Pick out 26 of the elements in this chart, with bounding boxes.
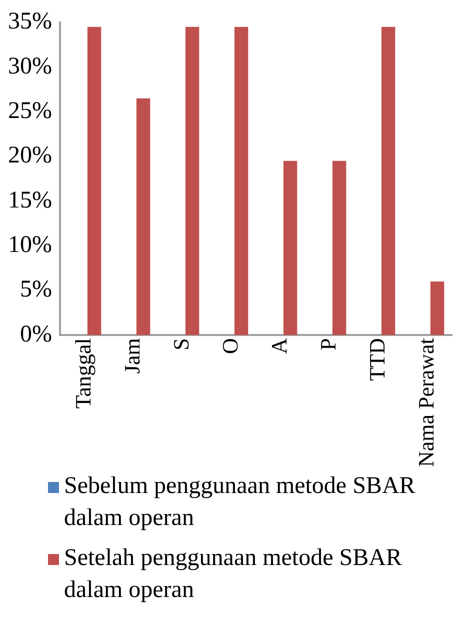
x-tick-label: S: [168, 338, 194, 350]
bar: [87, 26, 102, 336]
x-tick-label: P: [315, 338, 340, 350]
bar: [283, 160, 298, 336]
bar: [185, 26, 200, 336]
bar: [332, 160, 346, 336]
bar: [234, 26, 248, 336]
x-tick-label: Jam: [119, 338, 144, 374]
x-tick-label: Tanggal: [70, 338, 96, 409]
x-tick-label: O: [217, 338, 242, 354]
x-tick-label: Nama Perawat: [413, 338, 438, 468]
x-tick-label: A: [266, 338, 292, 354]
bar: [136, 98, 150, 336]
legend-label: Setelah penggunaan metode SBAR dalam operan: [64, 544, 403, 605]
y-tick-label: 30%: [8, 53, 52, 80]
y-tick-label: 0%: [20, 321, 52, 348]
y-tick-label: 10%: [8, 232, 52, 258]
x-tick-label: TTD: [364, 338, 390, 381]
bar: [430, 282, 444, 336]
y-tick-label: 35%: [8, 8, 52, 35]
y-tick-label: 5%: [20, 276, 52, 303]
bar: [381, 26, 396, 336]
y-tick-label: 15%: [8, 187, 52, 214]
y-tick-label: 25%: [8, 98, 52, 124]
legend-label: Sebelum penggunaan metode SBAR dalam operan: [64, 472, 416, 533]
y-tick-label: 20%: [8, 142, 52, 169]
